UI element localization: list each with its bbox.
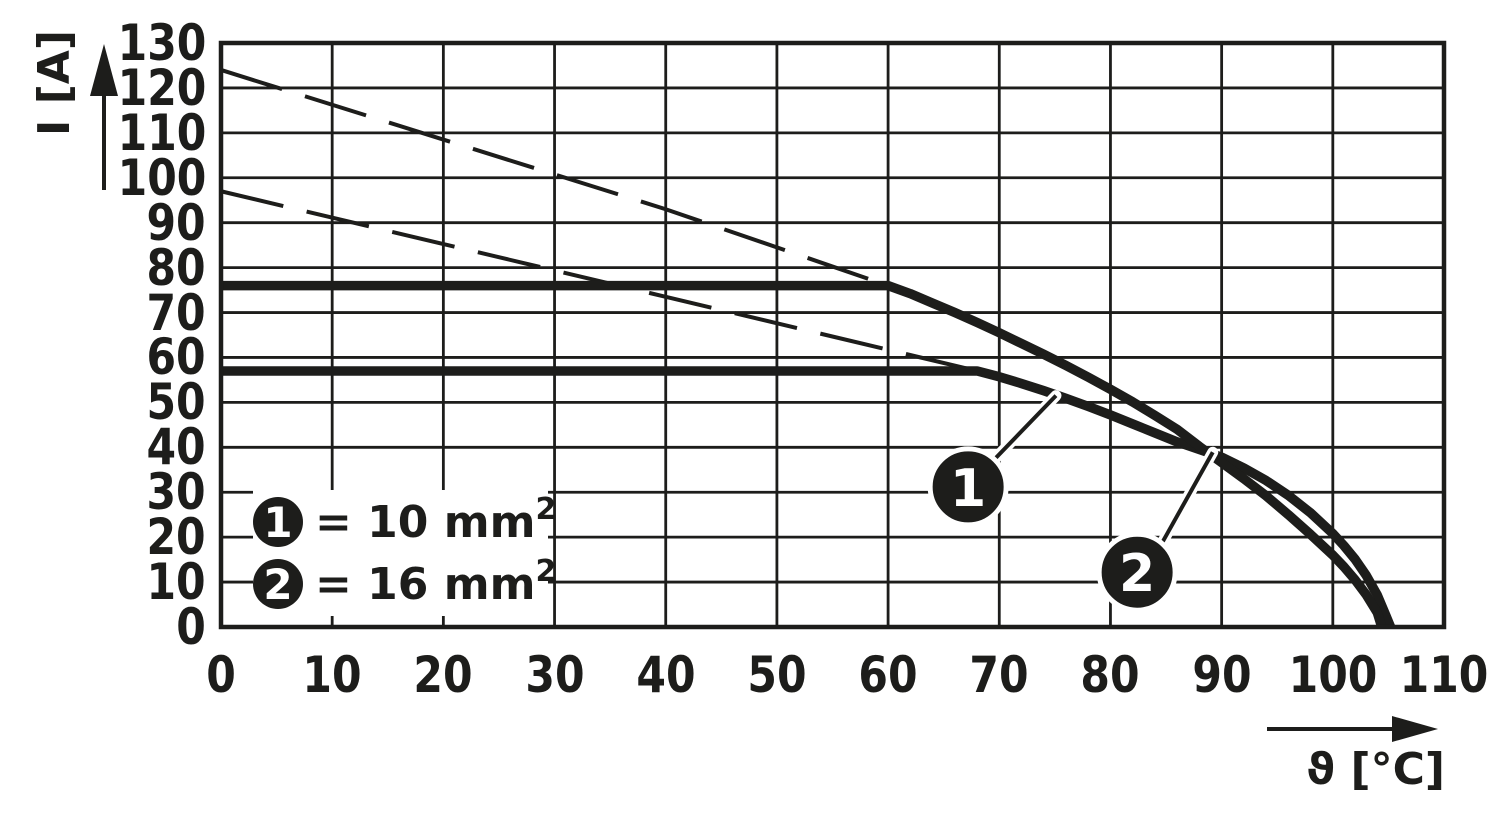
y-tick-label: 50 xyxy=(146,373,206,432)
x-tick-label: 50 xyxy=(747,646,807,704)
curve-16mm2 xyxy=(221,280,1387,629)
y-tick-label: 40 xyxy=(146,418,206,477)
x-tick-label: 100 xyxy=(1288,646,1378,704)
callout-2-circle xyxy=(1096,531,1178,613)
y-tick-label: 100 xyxy=(117,148,206,207)
limit-16mm2-dashed xyxy=(220,68,889,288)
x-tick-label: 70 xyxy=(969,646,1029,704)
x-tick-label: 0 xyxy=(206,646,236,704)
legend-label-10mm2: = 10 mm2 xyxy=(315,494,556,548)
callout-1-circle xyxy=(927,446,1009,528)
y-tick-label: 110 xyxy=(117,103,206,162)
y-tick-label: 80 xyxy=(146,238,206,297)
y-tick-label: 130 xyxy=(117,14,206,72)
legend-label-text: = 16 mm xyxy=(315,558,536,610)
x-tick-label: 10 xyxy=(302,646,362,704)
legend-label-text: = 10 mm xyxy=(315,496,536,548)
x-axis-unit-label: ϑ [°C] xyxy=(1306,744,1445,795)
legend-item-16mm2: 2 = 16 mm2 xyxy=(253,556,556,610)
x-axis-arrow-icon xyxy=(1392,716,1438,742)
y-tick-label: 30 xyxy=(146,463,206,522)
legend-label-superscript: 2 xyxy=(535,491,557,527)
y-tick-label: 70 xyxy=(146,283,206,342)
x-tick-label: 30 xyxy=(524,646,585,704)
y-tick-label: 90 xyxy=(146,193,206,252)
callout-1-number: 1 xyxy=(950,459,986,519)
y-axis-unit-label: I [A] xyxy=(29,30,80,136)
y-tick-label: 60 xyxy=(146,328,206,387)
legend-item-10mm2: 1 = 10 mm2 xyxy=(253,494,556,548)
x-tick-label: 90 xyxy=(1192,646,1252,704)
limit-10mm2-dashed xyxy=(220,189,978,373)
callout-2-number: 2 xyxy=(1119,544,1155,604)
x-tick-label: 110 xyxy=(1399,646,1489,704)
y-tick-label: 0 xyxy=(176,598,206,656)
y-axis-arrow-icon xyxy=(90,44,118,96)
y-tick-label: 20 xyxy=(146,508,206,567)
y-tick-label: 10 xyxy=(146,553,206,612)
legend-box: 1 = 10 mm2 2 = 16 mm2 xyxy=(253,490,556,616)
x-tick-label: 80 xyxy=(1080,646,1141,704)
plot-border xyxy=(218,40,1447,630)
callout-2-leader xyxy=(1158,451,1215,547)
callout-1-leader xyxy=(991,394,1058,463)
legend-label-superscript: 2 xyxy=(535,553,557,589)
legend-marker-2-icon: 2 xyxy=(253,559,303,609)
legend-marker-1-icon: 1 xyxy=(253,497,303,547)
y-tick-label: 120 xyxy=(117,58,206,117)
legend-label-16mm2: = 16 mm2 xyxy=(315,556,556,610)
x-tick-label: 60 xyxy=(858,646,918,704)
x-tick-label: 40 xyxy=(636,646,696,704)
x-tick-label: 20 xyxy=(413,646,473,704)
